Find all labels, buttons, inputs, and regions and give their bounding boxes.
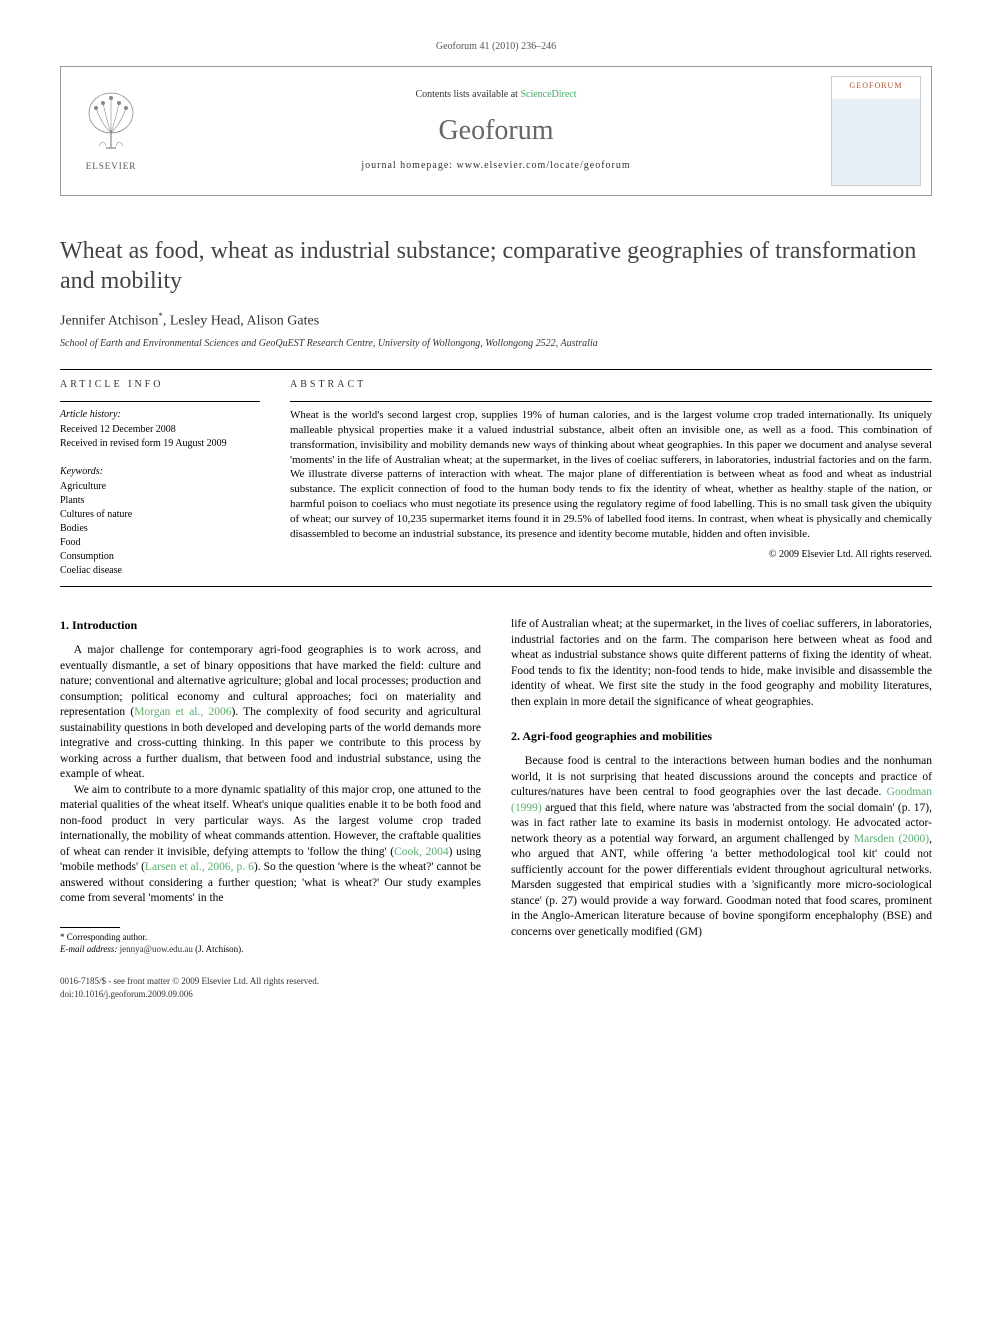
rule-abstract	[290, 401, 932, 402]
journal-banner: ELSEVIER Contents lists available at Sci…	[60, 66, 932, 196]
keyword: Food	[60, 536, 260, 550]
footer-doi: doi:10.1016/j.geoforum.2009.09.006	[60, 988, 932, 1000]
article-info-label: ARTICLE INFO	[60, 378, 260, 392]
publisher-logo-block: ELSEVIER	[61, 80, 161, 180]
author-3: Alison Gates	[246, 313, 319, 328]
article-title: Wheat as food, wheat as industrial subst…	[60, 236, 932, 296]
article-info-column: ARTICLE INFO Article history: Received 1…	[60, 378, 260, 579]
author-1: Jennifer Atchison	[60, 313, 158, 328]
journal-cover-thumbnail	[831, 76, 921, 186]
agri-para-1: Because food is central to the interacti…	[511, 754, 932, 940]
affiliation: School of Earth and Environmental Scienc…	[60, 337, 932, 351]
citation-link[interactable]: Larsen et al., 2006, p. 6	[145, 861, 254, 873]
contents-available-line: Contents lists available at ScienceDirec…	[169, 88, 823, 102]
publisher-name: ELSEVIER	[86, 160, 137, 172]
homepage-url[interactable]: www.elsevier.com/locate/geoforum	[457, 160, 631, 171]
footnote-rule	[60, 927, 120, 928]
intro-para-1: A major challenge for contemporary agri-…	[60, 643, 481, 783]
banner-center: Contents lists available at ScienceDirec…	[161, 80, 831, 181]
keyword: Consumption	[60, 550, 260, 564]
keyword: Agriculture	[60, 480, 260, 494]
history-header: Article history:	[60, 408, 260, 422]
abstract-text: Wheat is the world's second largest crop…	[290, 408, 932, 542]
homepage-line: journal homepage: www.elsevier.com/locat…	[169, 159, 823, 173]
abstract-column: ABSTRACT Wheat is the world's second lar…	[290, 378, 932, 579]
elsevier-tree-icon	[81, 88, 141, 158]
abstract-label: ABSTRACT	[290, 378, 932, 392]
footer-copyright: 0016-7185/$ - see front matter © 2009 El…	[60, 975, 932, 987]
keyword: Coeliac disease	[60, 564, 260, 578]
email-label: E-mail address:	[60, 944, 117, 954]
contents-prefix: Contents lists available at	[415, 89, 520, 100]
section-heading-agrifood: 2. Agri-food geographies and mobilities	[511, 728, 932, 744]
homepage-prefix: journal homepage:	[361, 160, 456, 171]
received-date: Received 12 December 2008	[60, 423, 260, 437]
intro-para-2: We aim to contribute to a more dynamic s…	[60, 783, 481, 907]
author-2: Lesley Head	[170, 313, 240, 328]
sciencedirect-link[interactable]: ScienceDirect	[520, 89, 576, 100]
keyword: Cultures of nature	[60, 508, 260, 522]
keywords-header: Keywords:	[60, 465, 260, 479]
author-sep: ,	[163, 313, 170, 328]
text-run: Because food is central to the interacti…	[511, 755, 932, 798]
corresponding-author-note: * Corresponding author.	[60, 932, 481, 944]
page-footer: 0016-7185/$ - see front matter © 2009 El…	[60, 975, 932, 999]
email-attribution: (J. Atchison).	[195, 944, 243, 954]
citation-link[interactable]: Marsden (2000)	[854, 833, 929, 845]
keyword: Bodies	[60, 522, 260, 536]
text-run: , who argued that ANT, while offering 'a…	[511, 833, 932, 938]
body-column-left: 1. Introduction A major challenge for co…	[60, 617, 481, 955]
keyword: Plants	[60, 494, 260, 508]
journal-name: Geoforum	[169, 112, 823, 150]
revised-date: Received in revised form 19 August 2009	[60, 437, 260, 451]
rule-info	[60, 401, 260, 402]
footnote-block: * Corresponding author. E-mail address: …	[60, 932, 481, 955]
citation-link[interactable]: Morgan et al., 2006	[134, 706, 231, 718]
abstract-copyright: © 2009 Elsevier Ltd. All rights reserved…	[290, 548, 932, 562]
section-heading-introduction: 1. Introduction	[60, 617, 481, 633]
rule-top	[60, 369, 932, 370]
citation-link[interactable]: Cook, 2004	[394, 846, 448, 858]
email-address[interactable]: jennya@uow.edu.au	[120, 944, 193, 954]
rule-bottom	[60, 586, 932, 587]
body-column-right: life of Australian wheat; at the superma…	[511, 617, 932, 955]
intro-para-2-continued: life of Australian wheat; at the superma…	[511, 617, 932, 710]
running-header: Geoforum 41 (2010) 236–246	[60, 40, 932, 54]
author-list: Jennifer Atchison*, Lesley Head, Alison …	[60, 310, 932, 332]
